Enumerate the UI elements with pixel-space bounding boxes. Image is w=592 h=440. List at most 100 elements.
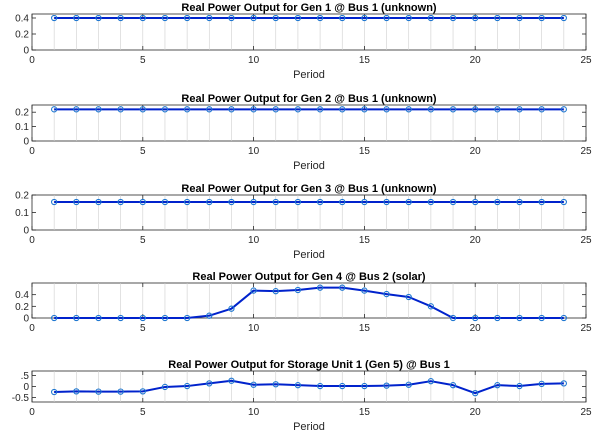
data-point xyxy=(449,314,457,322)
data-point xyxy=(383,198,390,206)
subplot-1: Real Power Output for Gen 1 @ Bus 1 (unk… xyxy=(15,2,592,81)
data-point xyxy=(538,106,545,113)
data-point xyxy=(250,381,257,388)
y-tick-label: 0.2 xyxy=(15,108,29,119)
data-point xyxy=(272,14,279,22)
x-tick-label: 25 xyxy=(580,55,592,66)
data-point xyxy=(516,106,523,113)
x-tick-label: 10 xyxy=(248,146,260,157)
data-point xyxy=(538,380,545,387)
data-point xyxy=(361,14,368,22)
data-point xyxy=(316,382,324,390)
subplot-3: Real Power Output for Gen 3 @ Bus 1 (unk… xyxy=(15,183,592,261)
data-point xyxy=(316,284,324,291)
x-tick-label: 0 xyxy=(29,235,35,246)
subplot-title: Real Power Output for Gen 4 @ Bus 2 (sol… xyxy=(192,271,426,283)
data-point xyxy=(206,312,213,319)
data-point xyxy=(427,303,435,310)
data-point xyxy=(405,198,412,206)
subplot-title: Real Power Output for Gen 3 @ Bus 1 (unk… xyxy=(181,183,437,195)
data-point xyxy=(560,14,567,22)
y-tick-label: .5 xyxy=(21,371,30,382)
x-tick-label: 15 xyxy=(359,235,371,246)
data-point xyxy=(316,198,324,206)
data-point xyxy=(117,314,124,322)
data-point xyxy=(51,388,58,396)
data-point xyxy=(405,106,412,113)
data-point xyxy=(139,314,146,322)
data-point xyxy=(183,382,191,390)
x-tick-label: 5 xyxy=(140,235,146,246)
x-tick-label: 0 xyxy=(29,407,35,418)
data-point xyxy=(206,14,213,22)
data-point xyxy=(294,14,302,22)
data-point xyxy=(206,198,213,206)
data-point xyxy=(51,198,58,206)
x-tick-label: 25 xyxy=(580,146,592,157)
data-point xyxy=(228,198,235,206)
plot-area xyxy=(31,194,587,231)
data-point xyxy=(538,14,545,22)
data-point xyxy=(427,198,435,206)
x-tick-label: 0 xyxy=(29,55,35,66)
data-point xyxy=(183,14,191,22)
data-point xyxy=(339,106,346,113)
data-point xyxy=(73,314,80,322)
data-point xyxy=(183,314,191,322)
x-tick-label: 10 xyxy=(248,55,260,66)
data-point xyxy=(183,106,191,113)
x-axis-label: Period xyxy=(293,249,325,261)
data-point xyxy=(494,14,501,22)
plot-area xyxy=(31,104,587,142)
series-line xyxy=(54,379,564,395)
y-tick-label: 0.1 xyxy=(15,122,29,133)
x-tick-label: 15 xyxy=(359,407,371,418)
data-point xyxy=(206,380,213,387)
data-point xyxy=(538,314,545,322)
y-tick-label: 0 xyxy=(23,137,29,148)
data-point xyxy=(560,198,567,206)
x-axis-label: Period xyxy=(293,69,325,81)
data-point xyxy=(139,106,146,113)
x-tick-label: 20 xyxy=(470,323,482,334)
data-point xyxy=(117,106,124,113)
data-point xyxy=(294,382,302,389)
data-point xyxy=(294,286,302,294)
y-tick-label: 0 xyxy=(23,314,29,325)
data-point xyxy=(405,293,412,301)
data-point xyxy=(95,14,102,22)
data-point xyxy=(73,106,80,113)
data-point xyxy=(206,106,213,113)
data-point xyxy=(494,314,501,322)
data-point xyxy=(272,198,279,206)
data-point xyxy=(161,314,169,322)
x-tick-label: 15 xyxy=(359,323,371,334)
data-point xyxy=(294,198,302,206)
data-point xyxy=(272,381,279,388)
data-point xyxy=(161,14,169,22)
y-tick-label: 0 xyxy=(23,382,29,393)
series-line xyxy=(54,286,564,319)
x-tick-label: 20 xyxy=(470,55,482,66)
x-tick-label: 15 xyxy=(359,55,371,66)
x-tick-label: 5 xyxy=(140,146,146,157)
data-point xyxy=(272,106,279,113)
data-point xyxy=(250,106,257,113)
x-tick-label: 25 xyxy=(580,323,592,334)
data-point xyxy=(228,14,235,22)
data-point xyxy=(316,14,324,22)
data-point xyxy=(228,106,235,113)
x-tick-label: 25 xyxy=(580,235,592,246)
subplot-2: Real Power Output for Gen 2 @ Bus 1 (unk… xyxy=(15,93,592,172)
data-point xyxy=(516,198,523,206)
data-point xyxy=(361,382,368,390)
y-tick-label: 0.4 xyxy=(15,290,29,301)
y-tick-label: 0.1 xyxy=(15,208,29,219)
y-tick-label: 0 xyxy=(23,226,29,237)
y-tick-label: 0.2 xyxy=(15,302,29,313)
x-tick-label: 5 xyxy=(140,407,146,418)
data-point xyxy=(560,314,567,322)
plot-area xyxy=(31,13,587,51)
data-point xyxy=(228,377,235,384)
data-point xyxy=(560,380,567,387)
